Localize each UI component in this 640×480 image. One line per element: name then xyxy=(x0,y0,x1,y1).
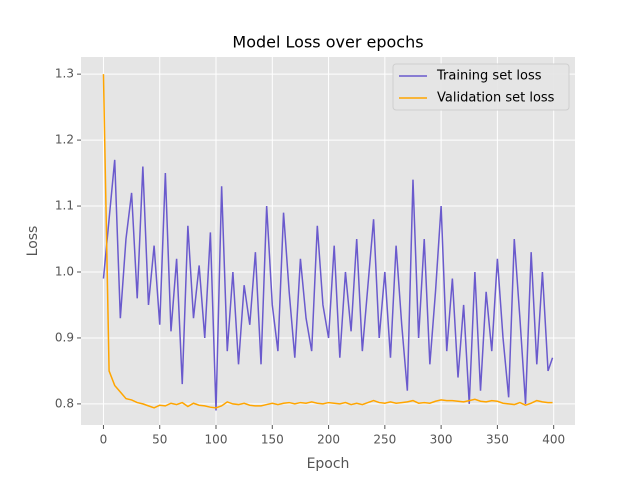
y-tick-label: 1.0 xyxy=(55,264,74,278)
x-tick-label: 400 xyxy=(542,433,565,447)
y-axis-label: Loss xyxy=(25,226,41,257)
series-line xyxy=(102,159,554,411)
legend-label: Training set loss xyxy=(436,69,542,84)
x-tick-label: 50 xyxy=(152,433,167,447)
y-tick-label: 1.1 xyxy=(55,199,74,213)
series-line xyxy=(102,74,553,409)
y-tick-label: 1.3 xyxy=(55,67,74,81)
x-tick-label: 150 xyxy=(261,433,284,447)
x-tick-label: 350 xyxy=(486,433,509,447)
x-tick-label: 0 xyxy=(100,433,108,447)
legend-box xyxy=(392,63,570,111)
legend-label: Validation set loss xyxy=(437,91,555,106)
y-tick-label: 0.9 xyxy=(55,330,74,344)
chart-title: Model Loss over epochs xyxy=(232,33,423,52)
y-tick-label: 1.2 xyxy=(55,133,74,147)
x-tick-label: 300 xyxy=(430,433,453,447)
plot-area xyxy=(81,57,575,425)
x-tick-label: 100 xyxy=(205,433,228,447)
x-tick-label: 250 xyxy=(373,433,396,447)
y-tick-label: 0.8 xyxy=(55,396,74,410)
x-axis-label: Epoch xyxy=(307,456,350,472)
x-tick-label: 200 xyxy=(317,433,340,447)
